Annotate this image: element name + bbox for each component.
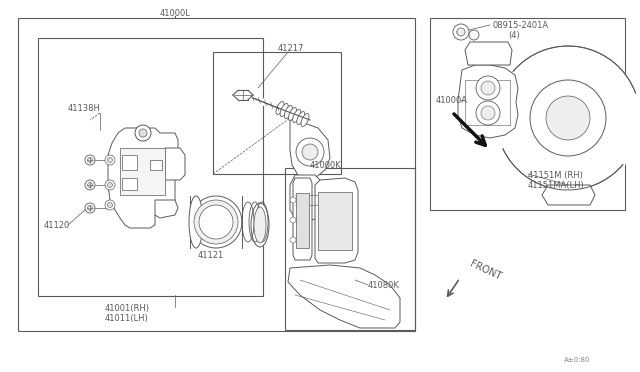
Ellipse shape (251, 203, 269, 247)
Circle shape (108, 157, 113, 163)
Ellipse shape (194, 200, 238, 244)
Text: 41000A: 41000A (436, 96, 468, 105)
Ellipse shape (190, 196, 242, 248)
Ellipse shape (254, 207, 266, 243)
Text: w: w (456, 29, 460, 35)
Text: 41080K: 41080K (368, 280, 400, 289)
Bar (213, 52, 341, 174)
Text: (4): (4) (508, 31, 520, 39)
Ellipse shape (289, 108, 296, 121)
Circle shape (105, 180, 115, 190)
Circle shape (290, 197, 296, 203)
Bar (122, 178, 137, 190)
Circle shape (88, 183, 93, 187)
Polygon shape (465, 42, 512, 65)
Ellipse shape (297, 112, 305, 125)
Text: 41138H: 41138H (68, 103, 101, 112)
Wedge shape (568, 93, 640, 166)
Polygon shape (120, 148, 165, 195)
Bar (122, 155, 137, 170)
Circle shape (530, 80, 606, 156)
Text: FRONT: FRONT (468, 259, 502, 282)
Text: 41000L: 41000L (159, 9, 191, 17)
Circle shape (496, 46, 640, 190)
Text: A±0:80: A±0:80 (563, 357, 590, 363)
Text: 08915-2401A: 08915-2401A (493, 20, 549, 29)
Ellipse shape (301, 113, 309, 126)
Wedge shape (494, 70, 568, 149)
Circle shape (546, 96, 590, 140)
Circle shape (108, 202, 113, 208)
Bar (18, 18, 415, 331)
Circle shape (476, 101, 500, 125)
Circle shape (476, 76, 500, 100)
Ellipse shape (292, 109, 301, 122)
Polygon shape (542, 185, 595, 205)
Text: 41120: 41120 (44, 221, 70, 230)
Polygon shape (318, 192, 352, 250)
Polygon shape (165, 148, 185, 180)
Bar (150, 160, 162, 170)
Circle shape (135, 125, 151, 141)
Circle shape (457, 28, 465, 36)
Ellipse shape (280, 103, 288, 116)
Circle shape (88, 157, 93, 163)
Circle shape (139, 129, 147, 137)
Polygon shape (108, 128, 178, 228)
Ellipse shape (276, 102, 284, 115)
Text: 41217: 41217 (278, 44, 305, 52)
Polygon shape (155, 200, 178, 218)
Polygon shape (458, 65, 518, 138)
Circle shape (105, 155, 115, 165)
Polygon shape (293, 178, 312, 260)
Polygon shape (290, 118, 330, 180)
Bar (38, 38, 263, 296)
Circle shape (290, 237, 296, 243)
Bar (430, 18, 625, 210)
Circle shape (290, 217, 296, 223)
Text: 41121: 41121 (198, 250, 224, 260)
Text: 41151M (RH): 41151M (RH) (528, 170, 583, 180)
Circle shape (453, 24, 469, 40)
Polygon shape (290, 175, 325, 222)
Circle shape (296, 138, 324, 166)
Bar (285, 168, 415, 330)
Circle shape (481, 81, 495, 95)
Circle shape (105, 200, 115, 210)
Ellipse shape (284, 106, 292, 118)
Text: 41001(RH): 41001(RH) (105, 304, 150, 312)
Circle shape (88, 205, 93, 211)
Polygon shape (296, 193, 309, 248)
Text: 41011(LH): 41011(LH) (105, 314, 148, 323)
Circle shape (85, 203, 95, 213)
Text: 41151MA(LH): 41151MA(LH) (528, 180, 585, 189)
Circle shape (469, 30, 479, 40)
Circle shape (302, 144, 318, 160)
Polygon shape (315, 178, 358, 263)
Ellipse shape (189, 196, 203, 248)
Ellipse shape (199, 205, 233, 239)
Circle shape (85, 155, 95, 165)
Text: 41000K: 41000K (310, 160, 342, 170)
Circle shape (481, 106, 495, 120)
Polygon shape (288, 265, 400, 328)
Circle shape (108, 183, 113, 187)
Circle shape (85, 180, 95, 190)
